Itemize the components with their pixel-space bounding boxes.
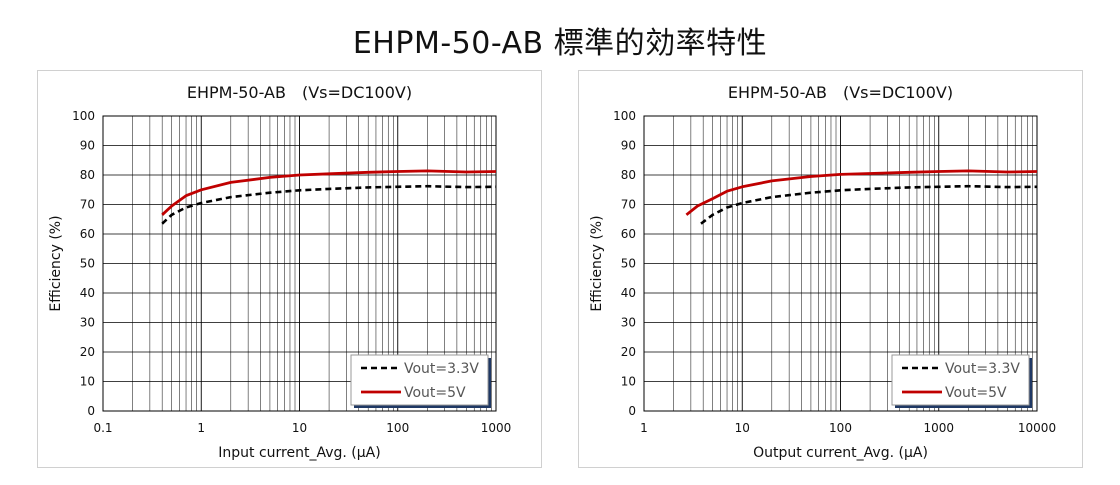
x-axis-label: Input current_Avg. (μA) <box>218 445 380 461</box>
y-tick-label: 0 <box>87 404 95 418</box>
y-tick-label: 40 <box>621 286 636 300</box>
y-tick-label: 60 <box>80 227 95 241</box>
x-tick-label: 1 <box>197 421 205 435</box>
legend-label: Vout=3.3V <box>404 361 479 377</box>
x-tick-label: 0.1 <box>93 421 112 435</box>
y-tick-label: 80 <box>621 168 636 182</box>
y-tick-label: 20 <box>621 345 636 359</box>
y-tick-label: 0 <box>628 404 636 418</box>
y-tick-label: 90 <box>80 139 95 153</box>
series-line-vout-5v <box>161 169 497 216</box>
legend-label: Vout=5V <box>404 385 466 401</box>
chart-title: EHPM-50-AB (Vs=DC100V) <box>728 83 953 102</box>
y-tick-label: 70 <box>621 198 636 212</box>
y-axis-label: Efficiency (%) <box>589 215 605 311</box>
x-tick-label: 100 <box>829 421 852 435</box>
y-tick-label: 50 <box>80 257 95 271</box>
legend-label: Vout=3.3V <box>945 361 1020 377</box>
y-tick-label: 10 <box>80 375 95 389</box>
y-tick-label: 60 <box>621 227 636 241</box>
y-tick-label: 20 <box>80 345 95 359</box>
plot-frame <box>643 115 1038 412</box>
y-tick-label: 90 <box>621 139 636 153</box>
y-tick-label: 50 <box>621 257 636 271</box>
legend-label: Vout=5V <box>945 385 1007 401</box>
legend-box <box>891 354 1030 406</box>
chart-panel-input-current: EHPM-50-AB (Vs=DC100V) 0 10 20 30 40 50 60 70 80 9… <box>37 70 542 468</box>
efficiency-chart-output: EHPM-50-AB (Vs=DC100V) 0 10 20 30 40 50 60 70 80 9… <box>589 83 1056 461</box>
y-tick-label: 80 <box>80 168 95 182</box>
efficiency-chart-input: EHPM-50-AB (Vs=DC100V) 0 10 20 30 40 50 60 70 80 9… <box>48 83 512 461</box>
y-axis-label: Efficiency (%) <box>48 215 64 311</box>
x-tick-label: 10000 <box>1018 421 1056 435</box>
legend-box <box>350 354 489 406</box>
page-title: EHPM-50-AB 標準的効率特性 <box>352 26 768 61</box>
x-tick-label: 10 <box>292 421 307 435</box>
series-line-vout-3-3v <box>161 184 497 225</box>
y-tick-label: 70 <box>80 198 95 212</box>
y-tick-label: 100 <box>72 109 95 123</box>
y-tick-label: 40 <box>80 286 95 300</box>
x-tick-label: 10 <box>735 421 750 435</box>
x-tick-label: 1000 <box>481 421 512 435</box>
series-line-vout-5v <box>685 169 1038 216</box>
y-tick-label: 10 <box>621 375 636 389</box>
x-tick-label: 100 <box>386 421 409 435</box>
chart-panel-output-current: EHPM-50-AB (Vs=DC100V) 0 10 20 30 40 50 60 70 80 9… <box>578 70 1083 468</box>
y-tick-label: 30 <box>621 316 636 330</box>
y-tick-label: 30 <box>80 316 95 330</box>
y-tick-label: 100 <box>613 109 636 123</box>
x-tick-label: 1000 <box>923 421 954 435</box>
x-tick-label: 1 <box>640 421 648 435</box>
plot-frame <box>102 115 497 412</box>
chart-title: EHPM-50-AB (Vs=DC100V) <box>187 83 412 102</box>
series-line-vout-3-3v <box>700 184 1038 225</box>
x-axis-label: Output current_Avg. (μA) <box>753 445 928 461</box>
